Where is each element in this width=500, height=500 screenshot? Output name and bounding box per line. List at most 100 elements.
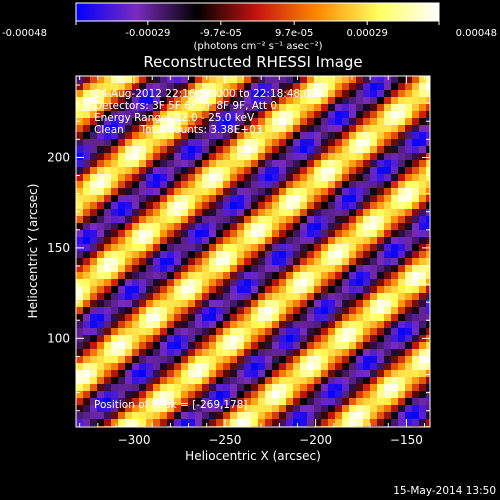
heatmap-cell (370, 104, 378, 112)
heatmap-cell (412, 216, 420, 224)
heatmap-cell (342, 384, 350, 392)
heatmap-cell (363, 419, 371, 427)
heatmap-cell (202, 307, 210, 315)
heatmap-cell (335, 265, 343, 273)
heatmap-cell (328, 363, 336, 371)
heatmap-cell (265, 300, 273, 308)
heatmap-cell (132, 153, 140, 161)
heatmap-cell (314, 132, 322, 140)
heatmap-cell (321, 223, 329, 231)
heatmap-cell (90, 412, 98, 420)
heatmap-cell (216, 132, 224, 140)
heatmap-cell (160, 188, 168, 196)
heatmap-cell (104, 146, 112, 154)
heatmap-cell (153, 328, 161, 336)
heatmap-cell (377, 356, 385, 364)
heatmap-cell (328, 160, 336, 168)
heatmap-cell (349, 230, 357, 238)
heatmap-cell (146, 104, 154, 112)
heatmap-cell (272, 258, 280, 266)
heatmap-cell (377, 132, 385, 140)
heatmap-cell (300, 335, 308, 343)
heatmap-cell (139, 335, 147, 343)
heatmap-cell (314, 258, 322, 266)
heatmap-cell (328, 209, 336, 217)
heatmap-cell (83, 363, 91, 371)
heatmap-cell (237, 293, 245, 301)
heatmap-cell (272, 90, 280, 98)
heatmap-cell (125, 419, 133, 427)
heatmap-cell (223, 146, 231, 154)
heatmap-cell (118, 405, 126, 413)
heatmap-cell (167, 272, 175, 280)
heatmap-cell (195, 83, 203, 91)
heatmap-cell (118, 258, 126, 266)
heatmap-cell (230, 90, 238, 98)
heatmap-cell (293, 405, 301, 413)
heatmap-cell (328, 174, 336, 182)
heatmap-cell (132, 223, 140, 231)
heatmap-cell (314, 76, 322, 84)
heatmap-cell (349, 314, 357, 322)
heatmap-cell (251, 202, 259, 210)
heatmap-cell (286, 300, 294, 308)
heatmap-cell (97, 132, 105, 140)
heatmap-cell (76, 272, 84, 280)
heatmap-cell (321, 258, 329, 266)
heatmap-cell (202, 384, 210, 392)
heatmap-cell (230, 230, 238, 238)
heatmap-cell (230, 300, 238, 308)
heatmap-cell (356, 342, 364, 350)
heatmap-cell (300, 188, 308, 196)
heatmap-cell (76, 202, 84, 210)
heatmap-cell (188, 349, 196, 357)
heatmap-cell (139, 216, 147, 224)
heatmap-cell (146, 314, 154, 322)
heatmap-cell (419, 237, 427, 245)
heatmap-cell (223, 76, 231, 84)
heatmap-cell (216, 146, 224, 154)
heatmap-cell (195, 272, 203, 280)
heatmap-cell (146, 230, 154, 238)
heatmap-cell (349, 412, 357, 420)
heatmap-cell (97, 125, 105, 133)
heatmap-cell (132, 76, 140, 84)
heatmap-image (76, 76, 430, 427)
heatmap-cell (307, 181, 315, 189)
heatmap-cell (391, 300, 399, 308)
heatmap-cell (216, 370, 224, 378)
heatmap-cell (174, 125, 182, 133)
heatmap-cell (174, 244, 182, 252)
heatmap-cell (139, 146, 147, 154)
heatmap-cell (76, 286, 84, 294)
heatmap-cell (216, 160, 224, 168)
heatmap-cell (419, 188, 427, 196)
heatmap-cell (181, 349, 189, 357)
heatmap-cell (258, 286, 266, 294)
heatmap-cell (398, 174, 406, 182)
heatmap-cell (146, 174, 154, 182)
heatmap-cell (314, 307, 322, 315)
heatmap-cell (104, 125, 112, 133)
heatmap-cell (258, 230, 266, 238)
heatmap-cell (97, 391, 105, 399)
heatmap-cell (419, 146, 427, 154)
heatmap-cell (391, 370, 399, 378)
heatmap-cell (132, 111, 140, 119)
heatmap-cell (328, 412, 336, 420)
heatmap-cell (223, 342, 231, 350)
heatmap-cell (90, 377, 98, 385)
heatmap-cell (412, 83, 420, 91)
heatmap-cell (405, 237, 413, 245)
heatmap-cell (104, 104, 112, 112)
heatmap-cell (153, 384, 161, 392)
heatmap-cell (188, 195, 196, 203)
heatmap-cell (398, 76, 406, 84)
heatmap-cell (412, 342, 420, 350)
heatmap-cell (223, 167, 231, 175)
heatmap-cell (76, 251, 84, 259)
heatmap-cell (279, 90, 287, 98)
heatmap-cell (90, 384, 98, 392)
heatmap-cell (342, 279, 350, 287)
heatmap-cell (342, 202, 350, 210)
